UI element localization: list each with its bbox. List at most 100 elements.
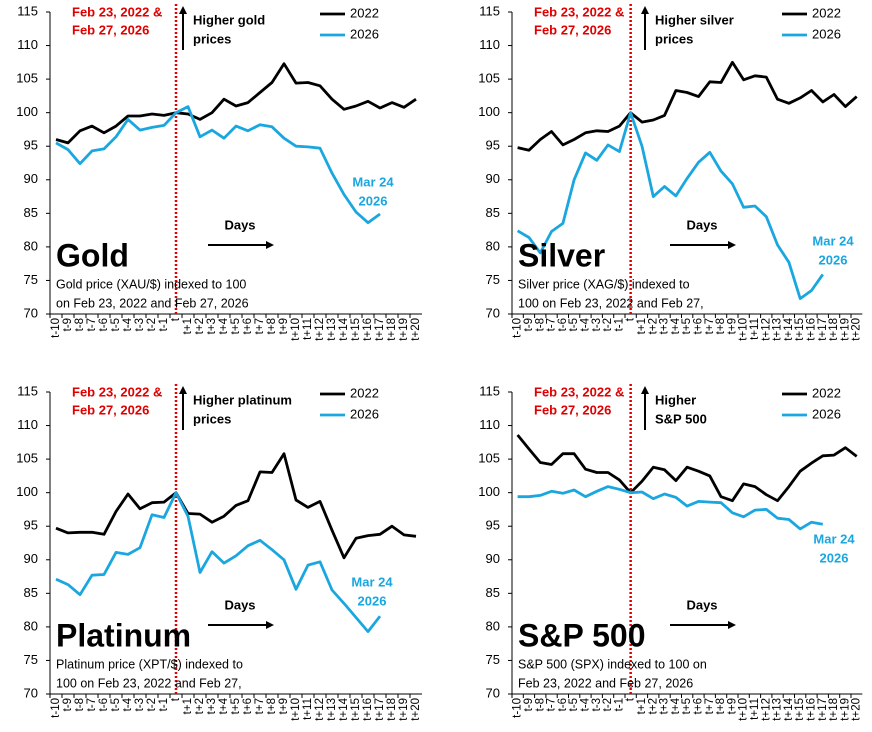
x-tick-label: t+12 bbox=[314, 698, 326, 721]
end-label: Mar 24 bbox=[812, 233, 854, 248]
x-tick-label: t+3 bbox=[659, 698, 671, 714]
x-tick-label: t+12 bbox=[760, 318, 772, 341]
y-tick-label: 100 bbox=[16, 104, 38, 119]
y-tick-label: 110 bbox=[17, 417, 38, 432]
x-tick-label: t+13 bbox=[772, 318, 784, 341]
x-tick-label: t+18 bbox=[828, 698, 840, 721]
direction-label: prices bbox=[655, 31, 693, 46]
x-tick-label: t-3 bbox=[591, 318, 603, 331]
x-tick-label: t+3 bbox=[659, 318, 671, 334]
x-tick-label: t+18 bbox=[386, 698, 398, 721]
y-tick-label: 105 bbox=[478, 451, 500, 466]
direction-label: prices bbox=[193, 31, 231, 46]
series-line bbox=[55, 452, 417, 560]
direction-label: prices bbox=[193, 411, 231, 426]
x-tick-label: t-6 bbox=[98, 698, 110, 711]
end-label: 2026 bbox=[358, 593, 387, 608]
panel-subtitle: on Feb 23, 2022 and Feb 27, 2026 bbox=[56, 296, 249, 310]
x-tick-label: t+18 bbox=[828, 318, 840, 341]
event-label: Feb 27, 2026 bbox=[534, 22, 611, 37]
event-label: Feb 23, 2022 & bbox=[534, 4, 624, 19]
direction-label: S&P 500 bbox=[655, 411, 707, 426]
series-line bbox=[517, 60, 858, 152]
x-tick-label: t-1 bbox=[158, 318, 170, 331]
y-tick-label: 80 bbox=[486, 618, 500, 633]
legend-label: 2026 bbox=[350, 26, 379, 41]
x-tick-label: t-4 bbox=[579, 697, 591, 711]
y-tick-label: 115 bbox=[479, 383, 500, 398]
x-tick-label: t-5 bbox=[568, 318, 580, 331]
x-tick-label: t+7 bbox=[254, 318, 266, 334]
legend-label: 2022 bbox=[812, 5, 841, 20]
x-tick-label: t+9 bbox=[726, 318, 738, 334]
x-tick-label: t bbox=[625, 697, 637, 701]
x-tick-label: t+11 bbox=[302, 318, 314, 340]
panel-subtitle: Platinum price (XPT/$) indexed to bbox=[56, 657, 243, 671]
x-tick-label: t-5 bbox=[110, 318, 122, 331]
y-tick-label: 85 bbox=[486, 205, 500, 220]
x-tick-label: t+2 bbox=[194, 698, 206, 714]
event-label: Feb 23, 2022 & bbox=[72, 4, 162, 19]
panel-title: S&P 500 bbox=[518, 617, 646, 653]
x-tick-label: t-8 bbox=[534, 698, 546, 711]
x-tick-label: t+7 bbox=[254, 698, 266, 714]
x-tick-label: t-10 bbox=[50, 318, 62, 338]
x-tick-label: t+19 bbox=[398, 318, 410, 341]
panel-title: Gold bbox=[56, 237, 129, 273]
series-line bbox=[55, 62, 417, 145]
y-tick-label: 100 bbox=[478, 484, 500, 499]
x-tick-label: t+5 bbox=[681, 318, 693, 334]
x-tick-label: t+20 bbox=[851, 698, 863, 721]
x-tick-label: t+4 bbox=[218, 697, 230, 714]
x-tick-label: t+14 bbox=[338, 697, 350, 720]
series-line bbox=[55, 105, 381, 225]
end-label: 2026 bbox=[820, 550, 849, 565]
x-tick-label: t+9 bbox=[726, 698, 738, 714]
x-tick-label: t bbox=[170, 317, 182, 321]
y-tick-label: 105 bbox=[16, 451, 38, 466]
x-tick-label: t+11 bbox=[749, 318, 761, 340]
x-tick-label: t-10 bbox=[512, 318, 524, 338]
x-tick-label: t-1 bbox=[613, 698, 625, 711]
y-tick-label: 80 bbox=[486, 238, 500, 253]
y-tick-label: 95 bbox=[24, 518, 38, 533]
x-tick-label: t+9 bbox=[278, 318, 290, 334]
end-label: Mar 24 bbox=[351, 574, 393, 589]
x-tick-label: t+10 bbox=[290, 698, 302, 721]
x-tick-label: t+11 bbox=[302, 698, 314, 720]
x-tick-label: t+10 bbox=[738, 698, 750, 721]
x-tick-label: t-6 bbox=[557, 698, 569, 711]
y-tick-label: 90 bbox=[24, 171, 38, 186]
y-tick-label: 85 bbox=[486, 585, 500, 600]
legend-label: 2026 bbox=[812, 406, 841, 421]
x-tick-label: t+13 bbox=[772, 698, 784, 721]
x-tick-label: t+15 bbox=[794, 318, 806, 341]
panel: 70 75 80 85 90 95 100 105 110 115 t-10 t-9 t-8 t-7 t-6… bbox=[16, 3, 422, 340]
x-tick-label: t-9 bbox=[62, 698, 74, 711]
x-tick-label: t+15 bbox=[350, 318, 362, 341]
y-tick-label: 100 bbox=[16, 484, 38, 499]
y-tick-label: 75 bbox=[24, 272, 38, 287]
panel-title: Silver bbox=[518, 237, 605, 273]
y-tick-label: 115 bbox=[17, 3, 38, 18]
x-tick-label: t-7 bbox=[546, 698, 558, 711]
x-tick-label: t+7 bbox=[704, 698, 716, 714]
end-label: 2026 bbox=[359, 193, 388, 208]
y-tick-label: 85 bbox=[24, 205, 38, 220]
x-tick-label: t-8 bbox=[74, 698, 86, 711]
panel-subtitle: 100 on Feb 23, 2022 and Feb 27, bbox=[518, 296, 704, 310]
y-tick-label: 80 bbox=[24, 238, 38, 253]
y-tick-label: 110 bbox=[17, 37, 38, 52]
x-tick-label: t-4 bbox=[122, 317, 134, 331]
x-tick-label: t-7 bbox=[86, 698, 98, 711]
x-tick-label: t+2 bbox=[647, 698, 659, 714]
x-tick-label: t+3 bbox=[206, 318, 218, 334]
x-tick-label: t+6 bbox=[692, 318, 704, 334]
x-tick-label: t+16 bbox=[805, 318, 817, 341]
x-tick-label: t+15 bbox=[350, 698, 362, 721]
x-tick-label: t bbox=[170, 697, 182, 701]
x-tick-label: t-2 bbox=[602, 698, 614, 711]
y-tick-label: 105 bbox=[478, 71, 500, 86]
x-tick-label: t-1 bbox=[613, 318, 625, 331]
